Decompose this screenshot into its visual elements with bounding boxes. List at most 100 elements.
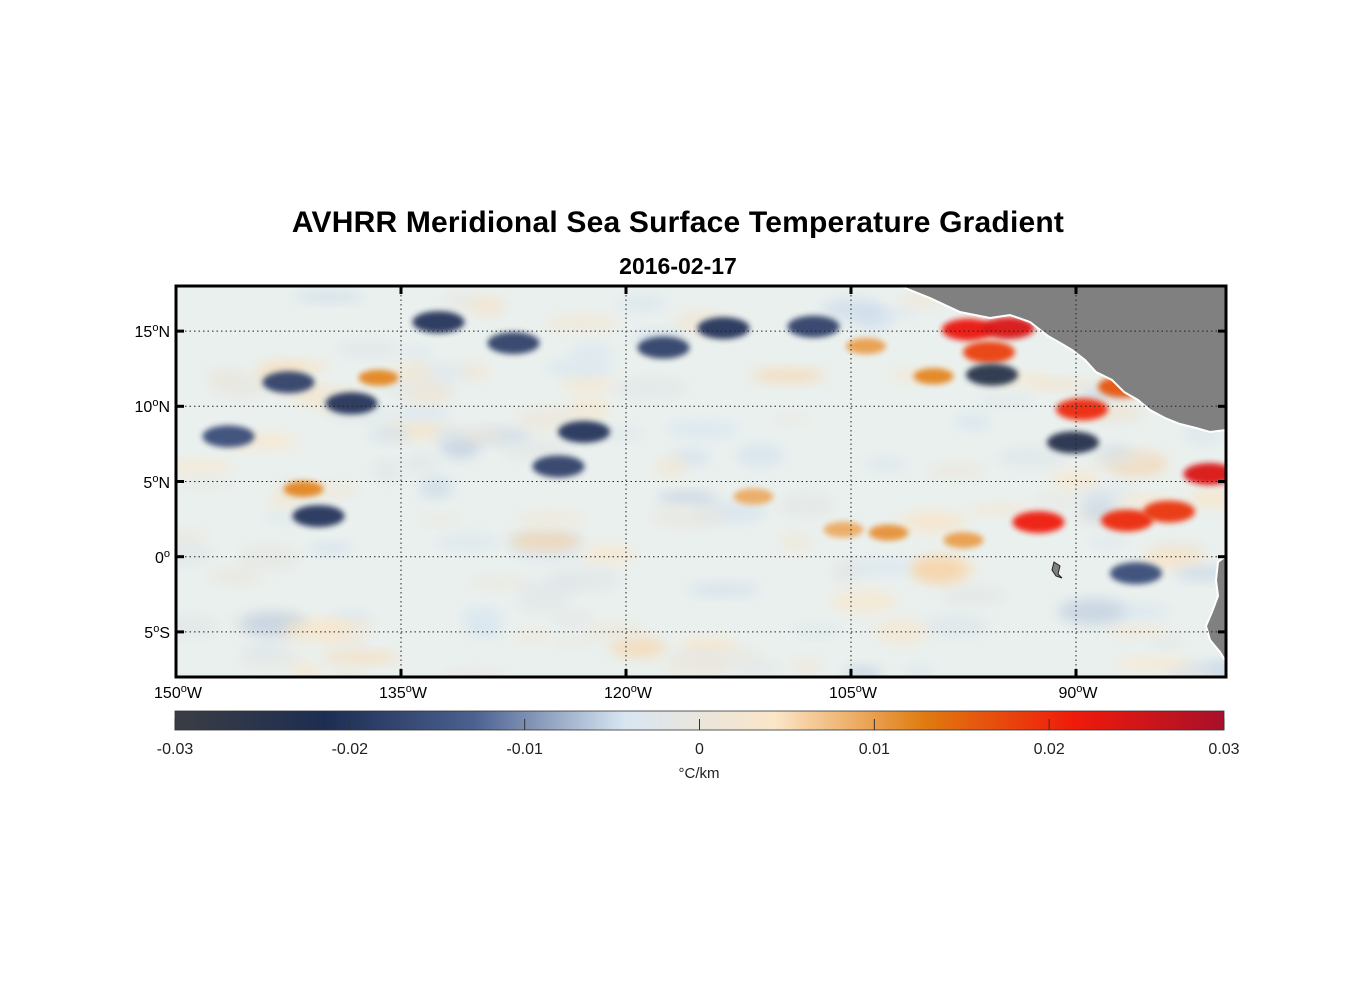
background-anomaly [942, 585, 1007, 605]
background-anomaly [500, 440, 574, 460]
cold-gradient-feature [487, 332, 540, 355]
longitude-label: 120oW [604, 683, 652, 702]
warm-gradient-feature [1101, 509, 1153, 532]
background-anomaly [609, 637, 667, 658]
warm-gradient-feature [1056, 398, 1108, 421]
warm-gradient-feature [1183, 462, 1226, 485]
background-anomaly [371, 457, 401, 484]
background-anomaly [312, 619, 376, 630]
cold-gradient-feature [202, 425, 255, 448]
background-anomaly [336, 339, 401, 358]
colorbar-tick-label: -0.01 [506, 741, 543, 758]
background-anomaly [901, 664, 936, 677]
background-anomaly [778, 492, 835, 518]
background-anomaly [663, 654, 728, 677]
background-anomaly [176, 540, 214, 567]
background-anomaly [1150, 635, 1183, 649]
colorbar-tick-label: 0 [695, 741, 704, 758]
latitude-label: 10oN [134, 397, 170, 417]
latitude-label: 5oS [144, 622, 170, 642]
warm-gradient-feature [283, 481, 324, 498]
warm-gradient-feature [823, 521, 864, 538]
background-anomaly [441, 669, 507, 677]
background-anomaly [237, 544, 301, 571]
background-anomaly [585, 623, 647, 641]
cold-gradient-feature [558, 420, 610, 443]
background-anomaly [176, 615, 219, 638]
background-anomaly [554, 636, 596, 647]
background-anomaly [559, 374, 615, 393]
background-anomaly [1114, 657, 1194, 671]
longitude-label: 135oW [379, 683, 427, 702]
background-anomaly [430, 428, 461, 442]
background-anomaly [617, 293, 668, 313]
chart-title: AVHRR Meridional Sea Surface Temperature… [291, 206, 1065, 239]
background-anomaly [207, 567, 264, 586]
background-anomaly [442, 292, 481, 311]
background-anomaly [514, 630, 552, 642]
background-anomaly [654, 456, 688, 479]
cold-gradient-feature [292, 505, 345, 528]
longitude-label: 150oW [154, 683, 202, 702]
background-anomaly [725, 647, 762, 666]
background-anomaly [967, 503, 1036, 515]
warm-gradient-feature [868, 524, 909, 541]
background-anomaly [293, 291, 365, 303]
background-anomaly [1174, 566, 1226, 581]
background-anomaly [821, 298, 882, 322]
background-anomaly [664, 420, 741, 439]
warm-gradient-feature [358, 369, 399, 386]
background-anomaly [568, 344, 615, 361]
background-anomaly [545, 566, 622, 592]
background-anomaly [900, 511, 966, 533]
warm-gradient-feature [1012, 511, 1065, 534]
colorbar-tick-label: -0.03 [156, 741, 194, 758]
background-anomaly [831, 560, 864, 585]
background-anomaly [392, 361, 432, 383]
cold-gradient-feature [1047, 431, 1099, 454]
colorbar-tick-label: 0.01 [858, 741, 890, 758]
warm-gradient-feature [963, 341, 1015, 364]
background-anomaly [321, 651, 401, 664]
cold-gradient-feature [787, 315, 840, 338]
chart-subtitle: 2016-02-17 [619, 253, 737, 279]
background-anomaly [1035, 493, 1078, 508]
background-anomaly [176, 460, 234, 474]
background-anomaly [1088, 452, 1157, 469]
background-anomaly [1141, 547, 1205, 569]
land-south-america [1204, 554, 1226, 664]
longitude-label: 90oW [1058, 683, 1098, 702]
background-anomaly [775, 413, 809, 424]
cold-gradient-feature [412, 311, 465, 334]
warm-gradient-feature [942, 318, 994, 341]
sst-gradient-field [176, 286, 1226, 677]
cold-gradient-feature [532, 455, 585, 478]
background-anomaly [332, 668, 366, 677]
background-anomaly [1050, 469, 1101, 490]
background-anomaly [419, 478, 454, 499]
background-anomaly [516, 588, 572, 613]
latitude-label: 15oN [134, 322, 170, 342]
background-anomaly [791, 624, 844, 637]
longitude-label: 105oW [829, 683, 877, 702]
background-anomaly [394, 405, 452, 424]
warm-gradient-feature [943, 532, 984, 549]
background-anomaly [583, 545, 636, 564]
map-frame [174, 284, 1228, 679]
colorbar-unit-label: °C/km [678, 765, 720, 782]
background-anomaly [204, 367, 246, 387]
background-anomaly [291, 662, 322, 677]
background-anomaly [657, 491, 718, 504]
background-anomaly [779, 533, 813, 551]
background-anomaly [922, 613, 991, 638]
background-anomaly [1058, 598, 1130, 625]
background-anomaly [1105, 625, 1170, 637]
background-anomaly [678, 637, 738, 655]
background-anomaly [460, 605, 505, 627]
background-anomaly [402, 346, 433, 358]
background-anomaly [953, 413, 993, 431]
background-anomaly [510, 531, 581, 552]
background-anomaly [552, 611, 594, 626]
background-anomaly [458, 362, 491, 381]
